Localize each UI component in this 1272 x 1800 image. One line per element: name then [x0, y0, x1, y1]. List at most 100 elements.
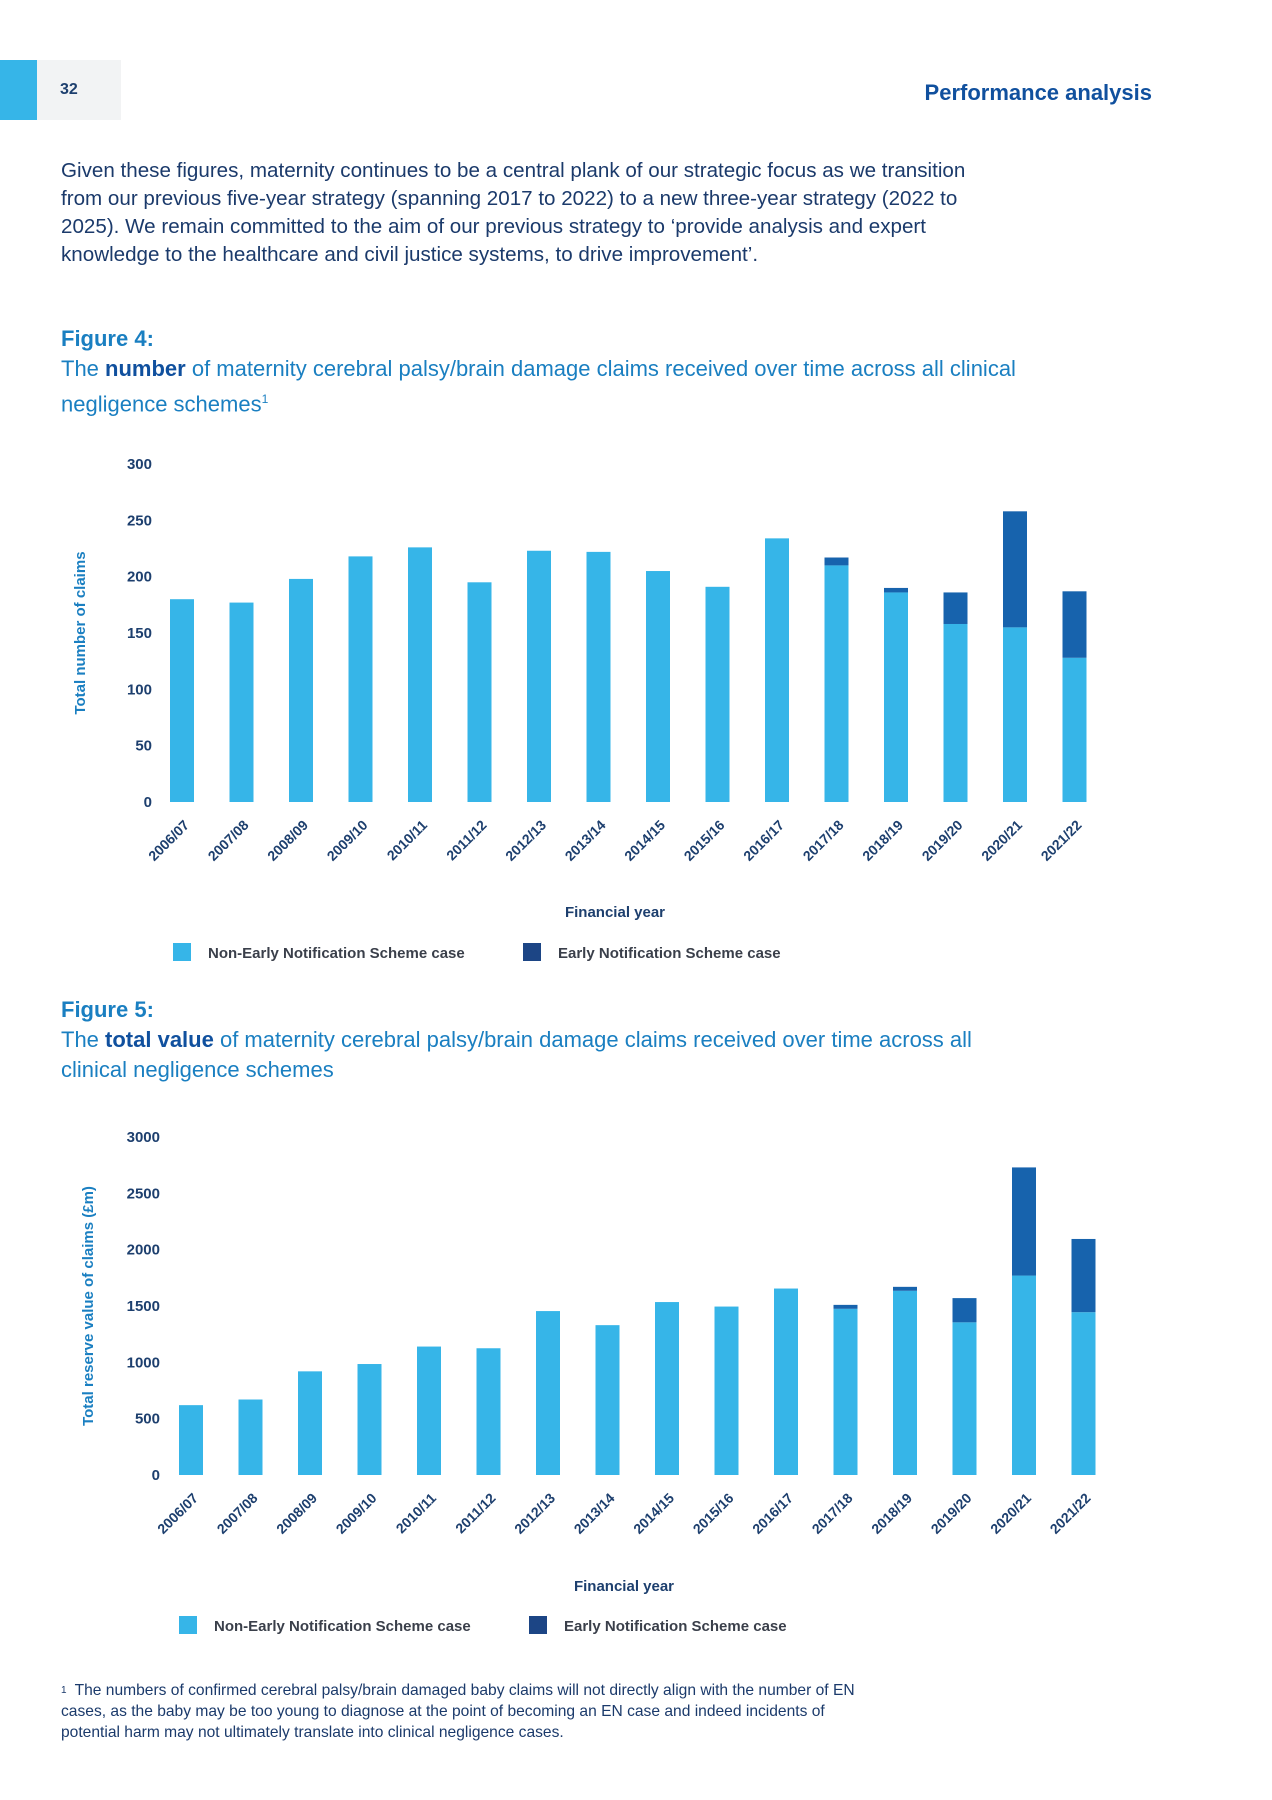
chart1-xtick-label: 2008/09 [264, 817, 311, 864]
chart2-bar-en [893, 1286, 917, 1291]
chart1-bar-non-en [170, 599, 194, 802]
chart1-legend-label-non-en: Non-Early Notification Scheme case [208, 945, 465, 962]
chart2-bar-en [1012, 1167, 1036, 1276]
chart2-xtick-label: 2010/11 [393, 1490, 440, 1537]
chart1-legend-label-en: Early Notification Scheme case [558, 945, 781, 962]
chart2-bar-en [952, 1298, 977, 1323]
footnote: 1 The numbers of confirmed cerebral palsy… [61, 1680, 881, 1743]
footnote-text: The numbers of confirmed cerebral palsy/… [61, 1682, 855, 1741]
chart1-xtick-label: 2017/18 [800, 817, 847, 864]
figure-5-caption-pre: The [61, 1027, 106, 1052]
figure-4-label: Figure 4: [61, 326, 154, 351]
chart2-legend-swatch-non-en [179, 1616, 197, 1634]
page-number: 32 [60, 81, 78, 98]
chart2-bar-en [1071, 1238, 1096, 1313]
chart1-xlabel: Financial year [565, 904, 665, 921]
chart2-legend-label-en: Early Notification Scheme case [564, 1618, 787, 1635]
chart2-bar-non-en [833, 1308, 858, 1475]
chart1-bar-non-en [1062, 657, 1087, 802]
chart1-bar-non-en [1003, 627, 1027, 802]
chart2-xtick-label: 2014/15 [630, 1490, 677, 1537]
figure-5-caption-post: of maternity cerebral palsy/brain damage… [61, 1027, 972, 1082]
chart1-xtick-label: 2009/10 [324, 817, 371, 864]
chart1-xtick-label: 2014/15 [621, 817, 668, 864]
chart2-xtick-label: 2018/19 [868, 1490, 915, 1537]
chart2-bar-non-en [774, 1288, 798, 1475]
chart2-xtick-label: 2016/17 [749, 1490, 796, 1537]
chart2-bar-non-en [1071, 1312, 1096, 1475]
chart2-bar-en [833, 1304, 858, 1309]
chart1-legend-swatch-en [523, 943, 541, 961]
chart2-xtick-label: 2012/13 [511, 1490, 558, 1537]
figure-4-chart: 0 50 100 150 200 250 300 Total number of claims… [72, 456, 1087, 962]
chart2-bar-non-en [417, 1346, 441, 1475]
chart2-xtick-label: 2015/16 [690, 1490, 737, 1537]
figure-5-label: Figure 5: [61, 997, 154, 1022]
chart1-xtick-label: 2021/22 [1038, 817, 1085, 864]
chart2-bar-non-en [238, 1399, 263, 1475]
chart1-bar-non-en [348, 556, 373, 802]
chart2-xtick-label: 2017/18 [809, 1490, 856, 1537]
figure-4-caption-bold: number [105, 356, 186, 381]
footnote-marker: 1 [61, 1685, 67, 1696]
chart2-xtick-label: 2009/10 [333, 1490, 380, 1537]
chart2-bar-non-en [595, 1325, 620, 1475]
chart1-xtick-label: 2015/16 [681, 817, 728, 864]
chart1-bar-non-en [289, 578, 313, 802]
figure-5-caption-bold: total value [105, 1027, 214, 1052]
chart2-ylabel: Total reserve value of claims (£m) [80, 1186, 97, 1426]
chart2-bar-non-en [893, 1290, 917, 1475]
chart2-bar-non-en [179, 1405, 203, 1475]
chart2-ytick-label: 2500 [127, 1185, 160, 1202]
chart2-legend-label-non-en: Non-Early Notification Scheme case [214, 1618, 471, 1635]
intro-paragraph: Given these figures, maternity continues… [61, 159, 966, 266]
chart2-bar-non-en [1012, 1275, 1036, 1475]
chart1-xtick-label: 2016/17 [740, 817, 787, 864]
chart1-xtick-label: 2013/14 [562, 817, 609, 864]
chart2-ytick-label: 3000 [127, 1129, 160, 1146]
chart2-ytick-label: 1500 [127, 1298, 160, 1315]
chart2-xtick-label: 2013/14 [571, 1490, 618, 1537]
figure-4-footnote-marker: 1 [261, 392, 269, 406]
chart1-ytick-label: 250 [127, 512, 152, 529]
chart2-ytick-label: 2000 [127, 1242, 160, 1259]
chart2-xtick-label: 2008/09 [273, 1490, 320, 1537]
chart1-ytick-label: 300 [127, 456, 152, 473]
chart2-bar-non-en [952, 1322, 977, 1475]
section-title: Performance analysis [924, 80, 1152, 105]
chart1-xtick-label: 2019/20 [919, 817, 966, 864]
chart2-bar-non-en [655, 1302, 679, 1475]
chart1-legend-swatch-non-en [173, 943, 191, 961]
chart1-xtick-label: 2010/11 [384, 817, 431, 864]
chart1-bar-en [943, 592, 968, 624]
chart1-ytick-label: 0 [144, 794, 152, 811]
chart1-bar-en [884, 587, 908, 593]
chart1-xtick-label: 2020/21 [978, 817, 1025, 864]
chart2-xtick-label: 2020/21 [987, 1490, 1034, 1537]
page-number-box: 32 [37, 60, 121, 120]
chart2-bar-non-en [357, 1364, 382, 1475]
chart1-bar-non-en [229, 602, 254, 802]
chart1-ytick-label: 200 [127, 569, 152, 586]
chart2-xtick-label: 2011/12 [452, 1490, 499, 1537]
chart2-xtick-label: 2021/22 [1047, 1490, 1094, 1537]
figure-4-caption-pre: The [61, 356, 106, 381]
chart2-bar-non-en [476, 1348, 501, 1475]
chart2-bar-non-en [298, 1371, 322, 1475]
chart1-xtick-label: 2007/08 [205, 817, 252, 864]
chart1-ytick-label: 50 [135, 738, 152, 755]
chart1-bar-non-en [646, 571, 670, 802]
chart1-xtick-label: 2018/19 [859, 817, 906, 864]
chart1-bar-en [824, 557, 849, 566]
chart1-bar-en [1062, 591, 1087, 658]
chart2-xtick-label: 2006/07 [154, 1490, 201, 1537]
chart1-bar-non-en [884, 592, 908, 802]
chart2-xtick-label: 2019/20 [928, 1490, 975, 1537]
chart1-bar-non-en [705, 586, 730, 802]
chart1-bar-non-en [467, 582, 492, 802]
chart1-ytick-label: 150 [127, 625, 152, 642]
chart2-bar-non-en [536, 1311, 560, 1475]
chart2-ytick-label: 0 [152, 1467, 160, 1484]
chart2-ytick-label: 1000 [127, 1354, 160, 1371]
chart1-bar-non-en [765, 538, 789, 802]
